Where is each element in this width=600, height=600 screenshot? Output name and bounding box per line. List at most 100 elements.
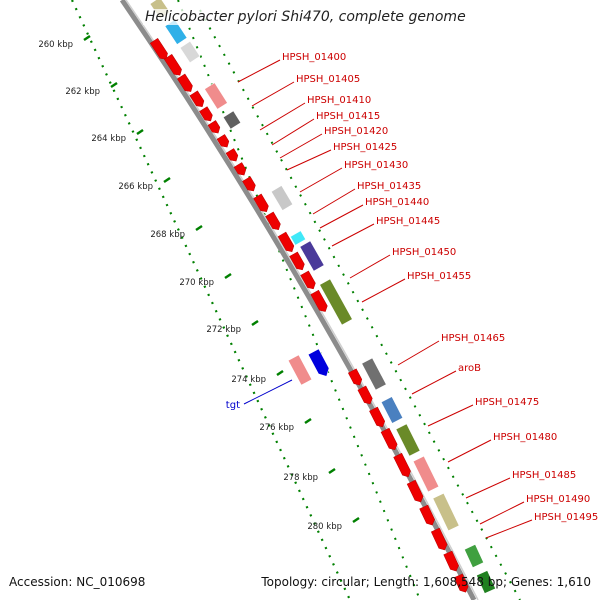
gene-callout-line [279,133,323,159]
gene-arrow [207,120,221,134]
gene-arrow [347,368,363,386]
gene-feature-track [149,0,496,594]
kbp-tick-mark [195,224,203,232]
genome-backbone [119,0,477,600]
gene-arrow [430,527,448,551]
gene-arrow [289,251,305,271]
gene-block [476,570,496,594]
rna-feature-pink [287,354,313,386]
gene-callout-line [465,477,511,499]
kbp-tick-label: 266 kbp [118,182,153,192]
gene-arrow [310,289,328,312]
gene-arrow [380,427,398,451]
gene-label[interactable]: HPSH_01485 [512,470,576,481]
kbp-tick-label: 280 kbp [307,522,342,532]
kbp-tick-label: 270 kbp [179,278,214,288]
gene-label[interactable]: HPSH_01475 [475,397,539,408]
gene-callout-line [312,188,356,215]
kbp-tick-label: 278 kbp [283,473,318,483]
accession-label: Accession: NC_010698 [9,575,146,589]
gene-block [463,544,485,568]
kbp-tick-group: 260 kbp 262 kbp 264 kbp 266 kbp 268 kbp 270 k… [38,34,360,532]
gene-callout-line [361,278,406,303]
kbp-tick-label: 276 kbp [259,423,294,433]
gene-arrow [233,162,247,176]
gene-label[interactable]: HPSH_01405 [296,74,360,85]
gene-callout-line [411,370,457,395]
gene-callout-line [319,204,364,229]
gene-arrow [163,53,182,76]
gene-callout-line [331,223,375,247]
kbp-tick-mark [224,272,232,280]
gene-label[interactable]: aroB [458,363,481,374]
gene-label[interactable]: HPSH_01455 [407,271,471,282]
gene-arrow [199,106,213,122]
kbp-tick-mark [110,81,118,89]
gene-block [222,110,242,130]
gene-arrow [300,270,316,290]
gene-arrow [443,550,459,572]
gene-arrow [253,193,269,213]
gene-label[interactable]: HPSH_01440 [365,197,429,208]
gene-arrow [225,148,239,162]
kbp-tick-label: 260 kbp [38,40,73,50]
map-title: Helicobacter pylori Shi470, complete gen… [143,9,468,25]
kbp-tick-label: 268 kbp [150,230,185,240]
rna-label[interactable]: tgt [226,400,240,411]
kbp-tick-mark [276,369,284,377]
gene-block [179,40,201,64]
gene-callout-line [397,340,440,366]
gene-arrow [242,176,256,192]
gene-label[interactable]: HPSH_01495 [534,512,598,523]
gene-label[interactable]: HPSH_01445 [376,216,440,227]
gene-label[interactable]: HPSH_01425 [333,142,397,153]
gene-block [204,82,228,110]
gene-block [299,240,325,272]
gene-callout-line [485,519,533,539]
gene-label[interactable]: HPSH_01465 [441,333,505,344]
kbp-tick-mark [352,516,360,524]
kbp-tick-label: 272 kbp [206,325,241,335]
gene-callout-line [427,404,474,427]
gene-label[interactable]: HPSH_01400 [282,52,346,63]
gene-label[interactable]: HPSH_01420 [324,126,388,137]
kbp-tick-mark [304,417,312,425]
gene-callout-line [286,149,332,171]
gene-block [289,230,307,246]
gene-label[interactable]: HPSH_01430 [344,160,408,171]
gene-block [432,492,460,532]
gene-callout-line [237,59,281,83]
gene-callout-group: HPSH_01400 HPSH_01405 HPSH_01410 HPSH_01415… [226,52,598,539]
gene-label[interactable]: HPSH_01480 [493,432,557,443]
rna-feature-blue [307,348,330,377]
kbp-tick-label: 274 kbp [231,375,266,385]
gene-arrow [419,504,435,526]
gene-block [361,357,387,391]
gene-callout-line [251,81,295,107]
gene-arrow [177,73,193,92]
gene-arrow [265,211,281,231]
gene-block [319,278,353,326]
gene-block [412,455,440,493]
genome-summary: Topology: circular; Length: 1,608,548 bp… [261,575,591,589]
gene-block [395,423,421,457]
gene-callout-line [299,167,343,193]
kbp-tick-mark [328,467,336,475]
rna-callout-line [243,379,293,405]
gene-label[interactable]: HPSH_01450 [392,247,456,258]
gene-label[interactable]: HPSH_01435 [357,181,421,192]
kbp-tick-mark [251,319,259,327]
gene-label[interactable]: HPSH_01410 [307,95,371,106]
kbp-tick-mark [136,128,144,136]
kbp-tick-label: 264 kbp [91,134,126,144]
gene-label[interactable]: HPSH_01490 [526,494,590,505]
gene-arrow [189,90,205,108]
kbp-tick-mark [83,34,91,42]
gene-arrow [406,479,424,503]
gene-callout-line [447,439,492,463]
gene-label[interactable]: HPSH_01415 [316,111,380,122]
gene-arrow [216,134,230,148]
gene-callout-line [259,102,306,131]
